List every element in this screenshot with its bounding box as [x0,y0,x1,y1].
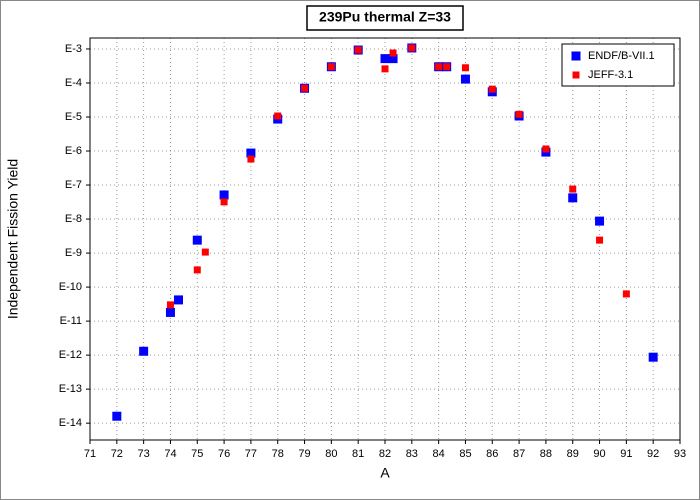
y-tick-label: E-14 [59,417,82,429]
x-tick-label: 71 [84,448,96,460]
y-tick-label: E-12 [59,349,82,361]
x-tick-label: 72 [111,448,123,460]
marker [219,190,229,200]
marker [488,85,496,93]
legend-marker [572,71,580,79]
marker [542,145,550,153]
marker [648,352,658,362]
x-tick-label: 82 [379,448,391,460]
y-tick-label: E-5 [65,111,82,123]
marker [192,235,202,245]
x-tick-label: 80 [325,448,337,460]
x-tick-label: 81 [352,448,364,460]
marker [443,63,451,71]
marker [515,110,523,118]
x-tick-label: 78 [272,448,284,460]
y-tick-label: E-13 [59,383,82,395]
marker [166,301,174,309]
marker [201,248,209,256]
marker [327,63,335,71]
marker [435,63,443,71]
marker [247,155,255,163]
x-tick-label: 91 [620,448,632,460]
legend-box [561,43,675,87]
marker [381,65,389,73]
marker [568,193,578,203]
marker [460,74,470,84]
x-tick-label: 92 [647,448,659,460]
x-tick-label: 76 [218,448,230,460]
marker [569,185,577,193]
y-tick-label: E-6 [65,145,82,157]
x-tick-label: 83 [406,448,418,460]
x-tick-label: 84 [433,448,445,460]
marker [596,236,604,244]
x-tick-label: 90 [593,448,605,460]
y-tick-label: E-10 [59,281,82,293]
marker [165,307,175,317]
x-tick-label: 73 [138,448,150,460]
y-tick-label: E-9 [65,247,82,259]
marker [301,84,309,92]
legend-label: JEFF-3.1 [588,69,633,81]
y-tick-label: E-11 [60,315,82,327]
legend-marker [571,51,581,61]
x-tick-label: 93 [674,448,686,460]
marker [595,216,605,226]
y-axis-label: Independent Fission Yield [5,159,21,319]
marker [388,54,398,64]
marker [112,411,122,421]
x-axis-label: A [380,465,390,481]
marker [354,46,362,54]
marker [139,346,149,356]
x-tick-label: 74 [164,448,176,460]
y-tick-label: E-3 [65,43,82,55]
x-tick-label: 88 [540,448,552,460]
x-tick-label: 77 [245,448,257,460]
x-tick-label: 79 [298,448,310,460]
marker [461,64,469,72]
marker [389,49,397,57]
marker [408,44,416,52]
x-tick-label: 75 [191,448,203,460]
x-tick-label: 85 [459,448,471,460]
marker [193,266,201,274]
marker [380,54,390,64]
x-tick-label: 89 [567,448,579,460]
marker [622,290,630,298]
marker [246,148,256,158]
marker [220,198,228,206]
marker [174,295,183,305]
title-box [306,5,464,31]
x-tick-label: 87 [513,448,525,460]
marker [274,112,282,120]
chart-title: 239Pu thermal Z=33 [319,9,451,25]
y-tick-label: E-7 [65,179,82,191]
legend-label: ENDF/B-VII.1 [588,50,655,62]
plot-area [89,37,681,441]
x-tick-label: 86 [486,448,498,460]
y-tick-label: E-4 [65,77,82,89]
y-tick-label: E-8 [65,213,82,225]
